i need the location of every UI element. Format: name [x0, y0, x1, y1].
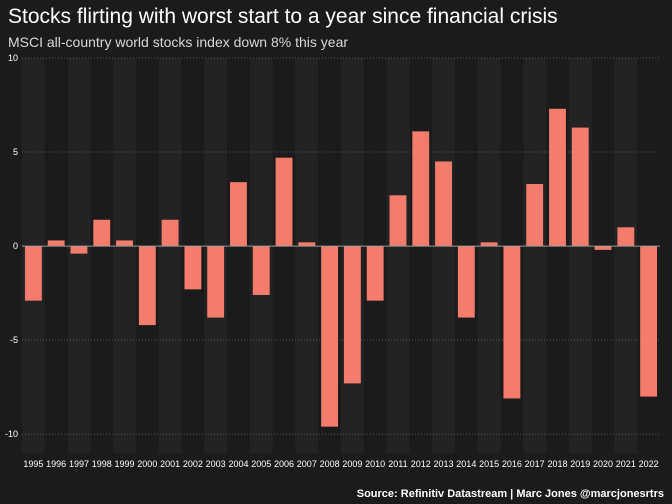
chart-subtitle: MSCI all-country world stocks index down… [8, 34, 349, 50]
bar-2016 [503, 246, 521, 399]
x-tick-label: 1997 [69, 459, 89, 469]
bar-2005 [252, 246, 270, 295]
bar-2004 [230, 182, 247, 247]
bar-2013 [435, 161, 452, 247]
y-tick-label: -5 [10, 335, 18, 345]
x-tick-label: 1999 [115, 459, 135, 469]
bar-2010 [366, 246, 384, 301]
bar-2009 [343, 246, 361, 384]
bar-1996 [47, 240, 65, 247]
x-tick-label: 1995 [23, 459, 43, 469]
x-tick-label: 2012 [411, 459, 431, 469]
x-tick-label: 2015 [479, 459, 499, 469]
band-1997 [67, 58, 91, 453]
x-tick-label: 2001 [160, 459, 180, 469]
x-tick-label: 2011 [388, 459, 407, 469]
x-tick-label: 2006 [274, 459, 294, 469]
bar-2014 [457, 246, 475, 318]
x-tick-label: 2022 [639, 459, 659, 469]
x-tick-label: 2004 [228, 459, 248, 469]
bar-2003 [207, 246, 225, 318]
x-tick-label: 2019 [570, 459, 590, 469]
bar-1999 [116, 240, 133, 247]
x-tick-label: 2016 [502, 459, 522, 469]
x-tick-label: 2017 [525, 459, 545, 469]
x-tick-label: 2014 [456, 459, 476, 469]
bar-2021 [617, 227, 635, 247]
x-tick-label: 2010 [365, 459, 385, 469]
band-1999 [113, 58, 136, 453]
band-2011 [386, 58, 410, 453]
bar-2015 [480, 242, 498, 247]
x-tick-label: 1998 [92, 459, 112, 469]
y-tick-label: 0 [13, 241, 18, 251]
x-tick-label: 2021 [616, 459, 636, 469]
x-tick-label: 1996 [46, 459, 66, 469]
bar-2006 [275, 157, 293, 247]
bar-2017 [526, 184, 544, 247]
x-axis-ticks: 1995 1996 1997 1998 1999 2000 2001 2002 2003 2004… [23, 459, 658, 469]
bar-2012 [412, 131, 430, 247]
x-tick-label: 2003 [206, 459, 226, 469]
x-tick-label: 2020 [593, 459, 613, 469]
y-tick-label: 10 [8, 53, 18, 63]
bar-2008 [321, 246, 339, 427]
bar-2022 [640, 246, 658, 397]
bar-2020 [594, 246, 612, 250]
bar-2007 [298, 242, 316, 247]
background-bands [22, 58, 638, 453]
bar-1997 [70, 246, 88, 254]
chart-title: Stocks flirting with worst start to a ye… [8, 5, 558, 28]
bar-2001 [161, 219, 179, 247]
x-tick-label: 2000 [137, 459, 157, 469]
bar-2011 [389, 195, 407, 247]
x-tick-label: 2007 [297, 459, 317, 469]
bars [24, 108, 658, 427]
x-tick-label: 2008 [320, 459, 340, 469]
bar-2002 [184, 246, 202, 290]
bar-2000 [138, 246, 156, 326]
x-tick-label: 2018 [547, 459, 567, 469]
x-tick-label: 2013 [434, 459, 454, 469]
band-2013 [432, 58, 455, 453]
band-2001 [158, 58, 182, 453]
band-2021 [614, 58, 638, 453]
band-2015 [477, 58, 501, 453]
bar-2019 [571, 127, 589, 247]
y-tick-label: -10 [5, 429, 18, 439]
band-2019 [568, 58, 592, 453]
source-credit: Source: Refinitiv Datastream | Marc Jone… [356, 488, 664, 500]
x-tick-label: 2005 [251, 459, 271, 469]
band-2017 [523, 58, 547, 453]
bar-1995 [24, 246, 42, 301]
y-axis-ticks: 10 5 0 -5 -10 [5, 53, 18, 439]
band-2007 [295, 58, 319, 453]
bar-1998 [93, 219, 111, 247]
y-tick-label: 5 [13, 147, 18, 157]
x-tick-label: 2002 [183, 459, 203, 469]
x-tick-label: 2009 [342, 459, 362, 469]
bar-2018 [549, 108, 566, 247]
